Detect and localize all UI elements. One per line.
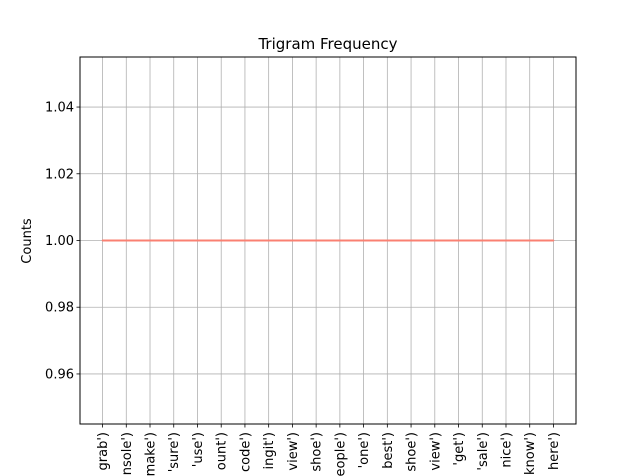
data-point: [196, 239, 199, 242]
data-point: [172, 239, 175, 242]
x-tick-label: best'): [381, 432, 396, 469]
y-tick-label: 1.00: [45, 234, 74, 249]
data-point: [528, 239, 531, 242]
x-tick-label: ount'): [215, 432, 230, 470]
x-tick-label: ingit'): [262, 432, 277, 469]
data-point: [291, 239, 294, 242]
x-tick-label: 'get'): [452, 432, 467, 466]
x-tick-label: code'): [238, 432, 253, 472]
y-tick-label: 1.02: [45, 167, 74, 182]
data-point: [505, 239, 507, 242]
chart-title: Trigram Frequency: [257, 35, 397, 53]
data-point: [149, 239, 151, 242]
data-point: [267, 239, 270, 242]
data-point: [220, 239, 223, 242]
data-point: [101, 239, 104, 242]
x-tick-label: view'): [428, 432, 443, 471]
x-tick-label: shoe'): [405, 432, 420, 472]
x-tick-label: eople'): [333, 432, 348, 476]
x-tick-label: 'one'): [357, 432, 372, 468]
data-point: [386, 239, 389, 242]
y-axis: 0.96 0.98 1.00 1.02 1.04: [45, 101, 80, 382]
x-tick-label: shoe'): [310, 432, 325, 472]
y-tick-label: 0.98: [45, 301, 74, 316]
series-layer: [101, 239, 555, 242]
data-point: [552, 239, 555, 242]
y-axis-label: Counts: [20, 218, 35, 264]
x-tick-label: make'): [144, 432, 159, 476]
x-tick-label: nsole'): [120, 432, 135, 475]
data-point: [338, 239, 341, 242]
x-tick-label: 'sure'): [167, 432, 182, 472]
x-tick-label: here'): [547, 432, 562, 470]
data-point: [125, 239, 128, 242]
data-point: [410, 239, 412, 242]
x-axis: grab') nsole') make') 'sure') 'use') ount') co…: [96, 424, 562, 476]
data-point: [433, 239, 436, 242]
x-tick-label: grab'): [96, 432, 111, 470]
data-point: [244, 239, 246, 242]
data-point: [315, 239, 318, 242]
y-tick-label: 1.04: [45, 101, 74, 116]
data-point: [457, 239, 460, 242]
x-tick-label: know'): [523, 432, 538, 475]
x-tick-label: 'use'): [191, 432, 206, 467]
y-tick-label: 0.96: [45, 367, 74, 382]
x-tick-label: 'sale'): [476, 432, 491, 471]
x-tick-label: nice'): [499, 432, 514, 468]
data-point: [481, 239, 484, 242]
x-tick-label: view'): [286, 432, 301, 471]
data-point: [362, 239, 365, 242]
